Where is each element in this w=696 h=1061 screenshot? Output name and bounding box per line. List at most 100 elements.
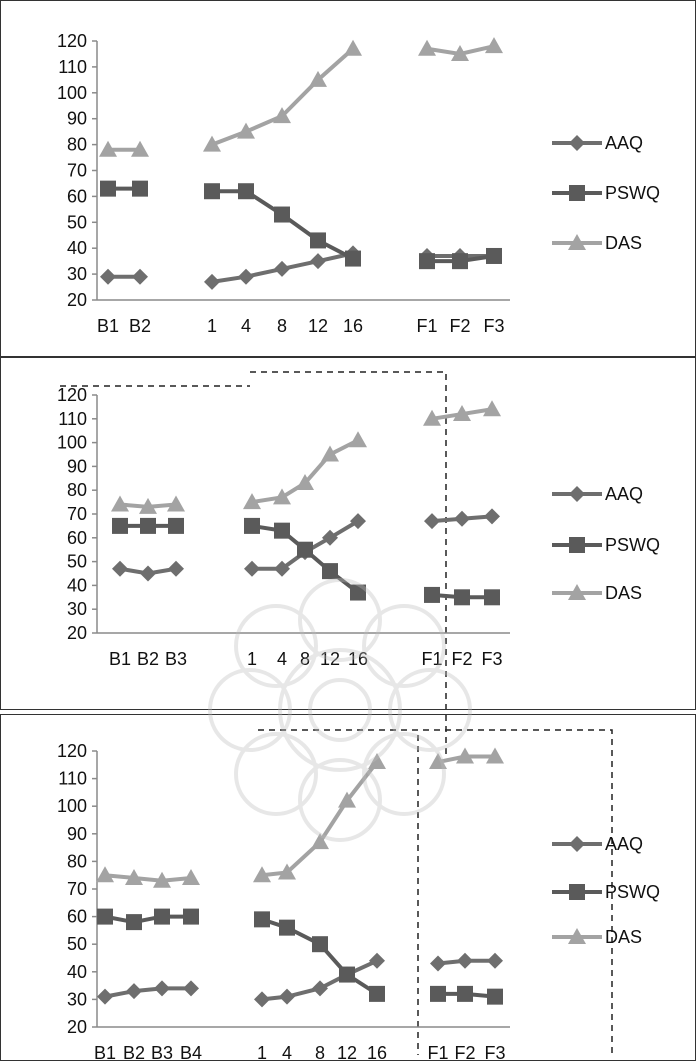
- data-point-aaq: [112, 560, 128, 577]
- data-point-aaq: [274, 260, 290, 277]
- data-point-aaq: [457, 952, 473, 969]
- x-tick-label: 1: [257, 1043, 267, 1061]
- data-point-das: [453, 405, 471, 422]
- data-point-aaq: [279, 988, 295, 1005]
- data-point-pswq: [244, 517, 260, 534]
- data-point-pswq: [310, 232, 326, 249]
- data-point-pswq: [132, 180, 148, 197]
- data-point-das: [273, 107, 291, 124]
- data-point-pswq: [419, 253, 435, 270]
- data-point-das: [486, 747, 504, 764]
- data-point-das: [182, 868, 200, 885]
- data-point-aaq: [244, 560, 260, 577]
- data-point-aaq: [132, 268, 148, 285]
- legend-marker-aaq: [569, 486, 585, 502]
- data-point-pswq: [154, 908, 170, 925]
- x-tick-label: 12: [320, 649, 340, 669]
- series-das: [108, 44, 495, 152]
- y-tick-label: 40: [67, 575, 87, 595]
- data-point-aaq: [254, 991, 270, 1008]
- data-point-das: [311, 833, 329, 850]
- legend-marker-aaq: [569, 836, 585, 852]
- data-point-pswq: [126, 914, 142, 931]
- data-point-pswq: [183, 908, 199, 925]
- data-point-das: [237, 122, 255, 139]
- data-point-pswq: [457, 985, 473, 1002]
- data-point-aaq: [183, 980, 199, 997]
- series-line: [104, 873, 192, 883]
- data-point-das: [349, 431, 367, 448]
- legend-label: PSWQ: [605, 882, 660, 902]
- legend-label: PSWQ: [605, 535, 660, 555]
- data-point-das: [96, 866, 114, 883]
- data-point-das: [418, 39, 436, 56]
- data-point-pswq: [454, 589, 470, 606]
- x-tick-label: F2: [454, 1043, 475, 1061]
- data-point-das: [111, 495, 129, 512]
- data-point-aaq: [238, 268, 254, 285]
- y-tick-label: 100: [57, 796, 87, 816]
- data-point-pswq: [350, 584, 366, 601]
- data-point-pswq: [322, 563, 338, 580]
- data-point-das: [153, 871, 171, 888]
- x-tick-label: 1: [247, 649, 257, 669]
- y-tick-label: 60: [67, 907, 87, 927]
- data-point-das: [309, 70, 327, 87]
- x-tick-label: B1: [109, 649, 131, 669]
- data-point-das: [321, 445, 339, 462]
- legend-marker-pswq: [569, 884, 585, 900]
- legend-label: DAS: [605, 583, 642, 603]
- x-tick-label: 4: [241, 316, 251, 336]
- x-tick-label: F1: [421, 649, 442, 669]
- data-point-das: [99, 140, 117, 157]
- data-point-aaq: [424, 513, 440, 530]
- y-tick-label: 40: [67, 962, 87, 982]
- x-tick-label: 16: [367, 1043, 387, 1061]
- y-tick-label: 50: [67, 552, 87, 572]
- series-line: [211, 47, 355, 147]
- x-tick-label: F3: [484, 1043, 505, 1061]
- x-tick-label: F2: [449, 316, 470, 336]
- y-tick-label: 80: [67, 480, 87, 500]
- y-tick-label: 90: [67, 109, 87, 129]
- y-tick-label: 20: [67, 290, 87, 310]
- data-point-aaq: [369, 952, 385, 969]
- data-point-pswq: [297, 541, 313, 558]
- y-tick-label: 60: [67, 186, 87, 206]
- data-point-pswq: [254, 911, 270, 928]
- y-tick-label: 60: [67, 528, 87, 548]
- data-point-das: [139, 497, 157, 514]
- y-tick-label: 30: [67, 264, 87, 284]
- data-point-das: [131, 140, 149, 157]
- series-line: [104, 914, 191, 925]
- x-tick-label: 4: [282, 1043, 292, 1061]
- y-tick-label: 120: [57, 31, 87, 51]
- data-point-das: [338, 791, 356, 808]
- x-tick-label: 4: [277, 649, 287, 669]
- data-point-pswq: [140, 517, 156, 534]
- x-tick-label: F1: [416, 316, 437, 336]
- data-point-pswq: [452, 253, 468, 270]
- x-tick-label: F3: [483, 316, 504, 336]
- y-tick-label: 120: [57, 741, 87, 761]
- series-line: [251, 438, 359, 505]
- data-point-das: [485, 37, 503, 54]
- y-tick-label: 20: [67, 1017, 87, 1037]
- data-point-pswq: [487, 988, 503, 1005]
- chart-panel-1: 20 30 40 50 60 70 80 90 100 110 120 B1 B2 1 4 8 12 16 F1 F2…: [0, 0, 696, 357]
- data-point-aaq: [310, 253, 326, 270]
- y-tick-label: 90: [67, 824, 87, 844]
- data-point-pswq: [238, 183, 254, 200]
- y-tick-label: 100: [57, 433, 87, 453]
- series-aaq: [108, 251, 494, 284]
- data-point-pswq: [424, 586, 440, 603]
- data-point-das: [344, 39, 362, 56]
- x-tick-label: B2: [137, 649, 159, 669]
- data-point-pswq: [100, 180, 116, 197]
- y-tick-label: 110: [58, 409, 87, 429]
- data-point-pswq: [97, 908, 113, 925]
- data-point-aaq: [430, 955, 446, 972]
- y-tick-label: 80: [67, 135, 87, 155]
- data-point-das: [203, 135, 221, 152]
- data-point-pswq: [486, 247, 502, 264]
